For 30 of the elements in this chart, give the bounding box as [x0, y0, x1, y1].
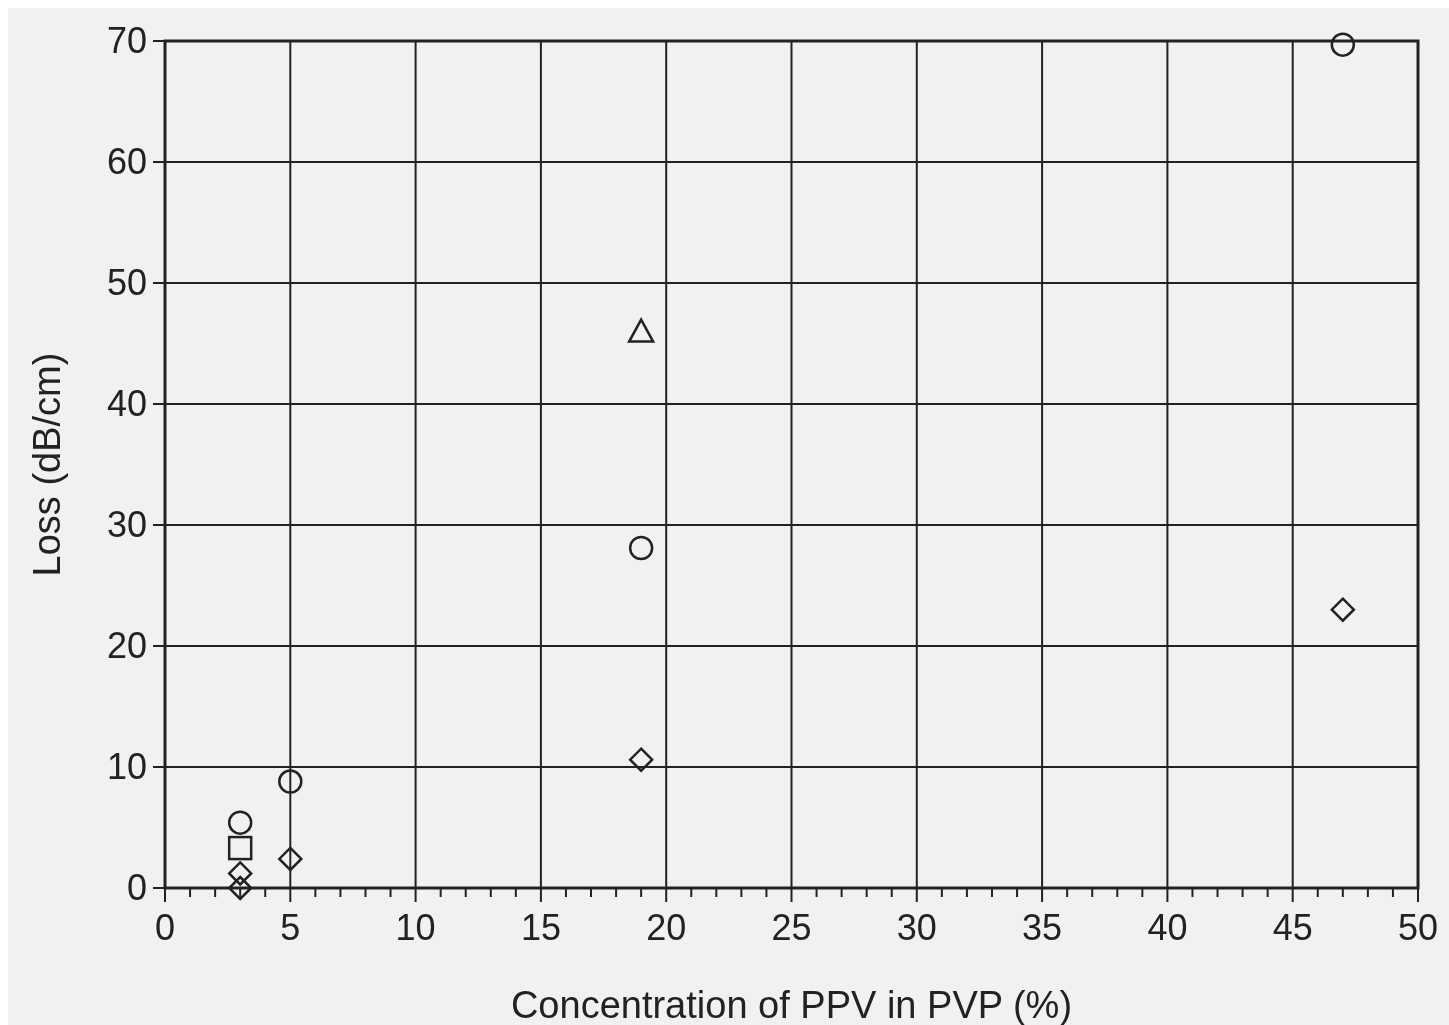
point [1330, 32, 1356, 57]
x-tick-label: 5 [280, 907, 301, 948]
x-tick-label: 30 [896, 907, 937, 948]
point [1330, 597, 1356, 622]
point [628, 747, 654, 772]
y-tick-label: 30 [106, 504, 147, 545]
y-tick-label: 20 [106, 625, 147, 666]
point [227, 861, 253, 886]
x-tick-label: 40 [1147, 907, 1188, 948]
x-tick-label: 25 [771, 907, 812, 948]
x-tick-label: 20 [646, 907, 687, 948]
y-tick-label: 40 [106, 383, 147, 424]
x-tick-label: 15 [520, 907, 561, 948]
point [227, 835, 253, 861]
x-tick-label: 35 [1022, 907, 1063, 948]
y-tick-label: 70 [106, 20, 147, 61]
x-tick-label: 0 [154, 907, 176, 948]
point [628, 535, 654, 561]
y-axis-title: Loss (dB/cm) [26, 352, 68, 577]
point [278, 846, 303, 872]
x-tick-label: 45 [1272, 907, 1313, 948]
x-tick-label: 10 [395, 907, 436, 948]
x-tick-label: 50 [1397, 907, 1439, 948]
y-tick-label: 10 [106, 746, 147, 787]
point [278, 769, 303, 794]
y-tick-label: 0 [126, 867, 147, 908]
point [227, 810, 253, 835]
point [627, 318, 655, 343]
y-tick-label: 50 [106, 262, 147, 303]
y-tick-label: 60 [106, 141, 147, 182]
